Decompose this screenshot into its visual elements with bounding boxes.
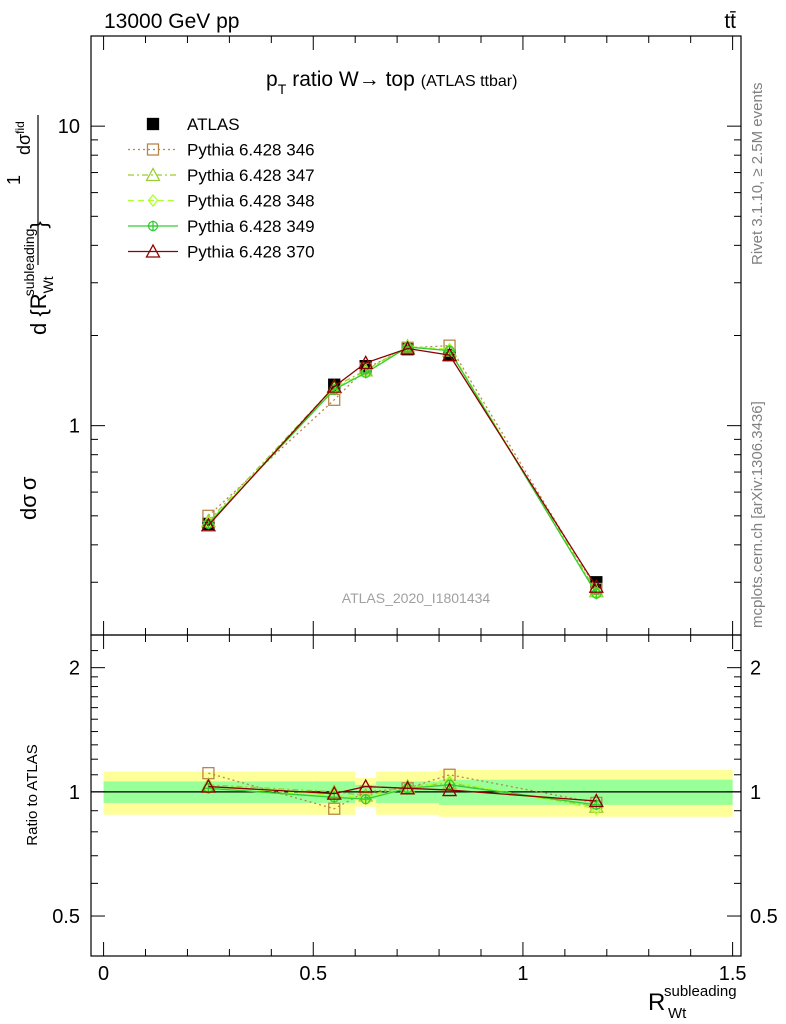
svg-text:subleading: subleading <box>664 983 737 1000</box>
legend-marker <box>147 193 159 208</box>
ratio-ylabel: Ratio to ATLAS <box>24 744 41 845</box>
ratio-series-line <box>208 785 597 802</box>
data-point <box>441 347 458 362</box>
ylabel-sup: subleading <box>21 229 37 297</box>
ylabel-sigma: σ <box>16 476 41 490</box>
ratio-data-point <box>400 780 416 795</box>
ratio-uncertainty-bands <box>91 769 741 817</box>
ratio-y-tick-label-right: 2 <box>750 658 761 680</box>
process-label: tt̄ <box>724 10 736 33</box>
series-line <box>207 345 597 594</box>
ratio-y-tick-label: 2 <box>69 658 80 680</box>
ratio-y-tick-label: 1 <box>69 782 80 804</box>
xlabel-sub: Wt <box>668 1005 687 1022</box>
ratio-y-tick-label-right: 0.5 <box>750 906 778 928</box>
legend-label: Pythia 6.428 349 <box>187 217 315 236</box>
data-point <box>358 355 374 370</box>
ylabel-d2: d <box>14 145 34 155</box>
ratio-series-line <box>208 780 597 810</box>
xlabel-main: R <box>648 989 665 1016</box>
ratio-data-point <box>441 782 458 797</box>
data-point <box>200 517 217 532</box>
ratio-frame <box>90 634 742 957</box>
xlabel-sup: subleading <box>664 983 737 1000</box>
legend-label: Pythia 6.428 348 <box>187 192 315 211</box>
main-ylabel: d {RWtsubleading} dσfid 1 dσσ <box>4 115 56 520</box>
ratio-data-point <box>326 785 342 800</box>
svg-text:Wt: Wt <box>668 1005 687 1022</box>
main-series-group <box>200 338 604 601</box>
main-title: pT ratio W→ top (ATLAS ttbar) <box>266 68 517 97</box>
ratio-series-group <box>200 766 604 816</box>
ylabel-line1: d <box>16 508 41 520</box>
data-point <box>400 340 416 355</box>
x-tick-label: 0 <box>98 963 109 985</box>
legend-label: Pythia 6.428 347 <box>187 166 315 185</box>
ratio-series-line <box>208 784 597 806</box>
svg-text:dσσ: dσσ <box>16 476 41 520</box>
ratio-y-tick-label-right: 1 <box>750 782 761 804</box>
series-line <box>207 345 597 592</box>
mcplots-label: mcplots.cern.ch [arXiv:1306.3436] <box>749 401 766 628</box>
legend-marker <box>145 167 161 182</box>
y-tick-label: 1 <box>69 416 80 438</box>
ylabel-frac-den: σ <box>16 494 41 508</box>
y-tick-label: 10 <box>58 116 80 138</box>
title-main: ratio W→ top <box>292 68 415 91</box>
title-small: (ATLAS ttbar) <box>421 73 518 90</box>
series-line <box>207 344 597 590</box>
x-tick-label: 1.5 <box>719 963 747 985</box>
legend-label: Pythia 6.428 370 <box>187 243 315 262</box>
title-p: p <box>266 68 278 91</box>
legend-label: ATLAS <box>187 115 240 134</box>
svg-text:R: R <box>648 989 665 1016</box>
ylabel-sub: Wt <box>40 276 56 293</box>
energy-label: 13000 GeV pp <box>104 10 239 33</box>
data-point <box>326 378 342 393</box>
ratio-data-point <box>200 778 217 793</box>
analysis-watermark: ATLAS_2020_I1801434 <box>342 590 491 606</box>
ylabel-sigma-fid: σ <box>14 134 34 145</box>
legend-label: Pythia 6.428 346 <box>187 141 315 160</box>
legend-marker <box>146 117 160 131</box>
svg-text:dσfid: dσfid <box>13 121 34 155</box>
ratio-y-tick-label: 0.5 <box>52 906 80 928</box>
ylabel-frac-num: 1 <box>4 175 24 185</box>
ratio-data-point <box>328 802 341 815</box>
title-p-sub: T <box>278 81 287 97</box>
legend-marker <box>146 143 160 156</box>
ratio-series-line <box>208 782 597 808</box>
ylabel-fid: fid <box>13 121 27 134</box>
svg-text:1: 1 <box>4 175 24 185</box>
series-line <box>207 346 597 594</box>
xlabel: R Wt subleading <box>648 983 737 1022</box>
axes-group: 0 0.5 1 1.5 1 10 0.5 0.5 1 1 2 2 <box>52 35 778 985</box>
ylabel-d3: d {R <box>26 293 51 335</box>
legend-marker <box>145 243 161 258</box>
ratio-data-point <box>588 793 604 808</box>
rivet-label: Rivet 3.1.10, ≥ 2.5M events <box>749 83 766 266</box>
ratio-data-point <box>358 778 374 793</box>
x-tick-label: 0.5 <box>299 963 327 985</box>
data-point <box>588 578 604 593</box>
x-tick-label: 1 <box>517 963 528 985</box>
series-line <box>207 347 597 588</box>
legend: ATLAS Pythia 6.428 346 Pythia 6.428 347 Pyt… <box>128 115 315 262</box>
